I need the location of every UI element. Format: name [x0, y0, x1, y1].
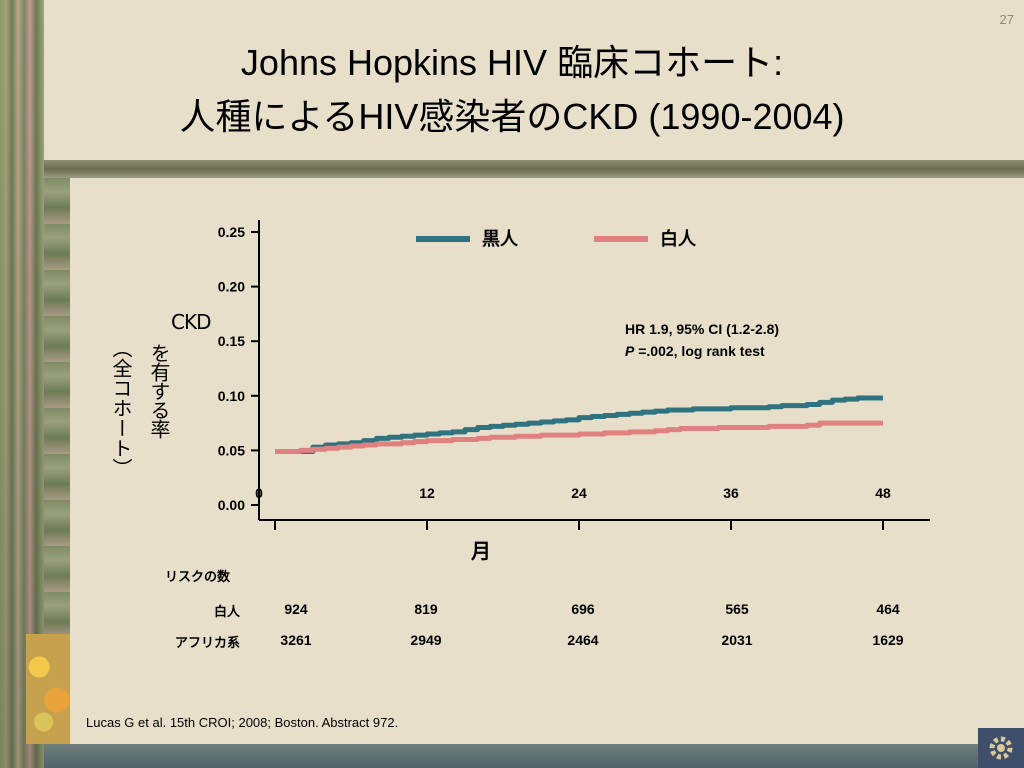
stats-p-symbol: P: [625, 343, 635, 359]
risk-cell: 924: [284, 601, 308, 617]
x-tick-label: 0: [255, 485, 263, 501]
risk-cell: 696: [571, 601, 595, 617]
legend-label: 黒人: [482, 229, 519, 250]
risk-cell: 3261: [280, 632, 312, 648]
risk-cell: 565: [725, 601, 749, 617]
risk-table-title: リスクの数: [165, 570, 231, 585]
y-axis-label-prefix: CKD: [171, 310, 211, 334]
x-axis-label: 月: [470, 539, 491, 563]
page-title: Johns Hopkins HIV 臨床コホート:: [240, 42, 784, 83]
risk-cell: 2464: [567, 632, 599, 648]
y-axis-sublabel: （全コホート）: [109, 338, 133, 478]
page-subtitle: 人種によるHIV感染者のCKD (1990-2004): [179, 96, 845, 137]
citation: Lucas G et al. 15th CROI; 2008; Boston. …: [86, 715, 399, 730]
x-tick-label: 12: [419, 485, 435, 501]
y-tick-label: 0.10: [218, 388, 245, 404]
risk-cell: 2031: [721, 632, 753, 648]
y-tick-label: 0.15: [218, 333, 245, 349]
y-tick-label: 0.05: [218, 442, 245, 458]
y-tick-label: 0.20: [218, 279, 245, 295]
decorative-autumn-leaves: [26, 634, 70, 744]
risk-cell: 1629: [872, 632, 904, 648]
x-tick-label: 24: [571, 485, 587, 501]
chart-axes: 0.00 0.05 0.10 0.15 0.20 0.25 0 12 24 36 48: [218, 220, 930, 530]
series-line-black: [275, 395, 883, 454]
risk-row-label: 白人: [213, 605, 240, 620]
stats-p-rest: =.002, log rank test: [634, 343, 765, 359]
risk-cell: 819: [414, 601, 438, 617]
y-tick-label: 0.00: [218, 497, 245, 513]
chart-series-layer: [275, 395, 883, 454]
series-line-white: [275, 420, 883, 454]
title-divider: [44, 160, 1024, 178]
gear-icon: [989, 736, 1013, 760]
chart-legend: 黒人 白人: [416, 228, 697, 250]
legend-label: 白人: [660, 228, 697, 250]
slide-number: 27: [999, 12, 1014, 27]
stats-annotation: HR 1.9, 95% CI (1.2-2.8) P =.002, log ra…: [625, 318, 779, 362]
risk-cell: 2949: [410, 632, 442, 648]
x-tick-label: 36: [723, 485, 739, 501]
risk-row-label: アフリカ系: [174, 636, 240, 651]
y-axis-label: CKD を有する率: [147, 310, 211, 470]
y-axis-label-rest: を有する率: [147, 342, 171, 438]
y-tick-label: 0.25: [218, 224, 245, 240]
stats-p: P =.002, log rank test: [625, 340, 779, 362]
x-tick-label: 48: [875, 485, 891, 501]
bottom-bar: [44, 744, 1024, 768]
gear-button[interactable]: [978, 728, 1024, 768]
risk-cell: 464: [876, 601, 900, 617]
stats-hr: HR 1.9, 95% CI (1.2-2.8): [625, 321, 780, 337]
